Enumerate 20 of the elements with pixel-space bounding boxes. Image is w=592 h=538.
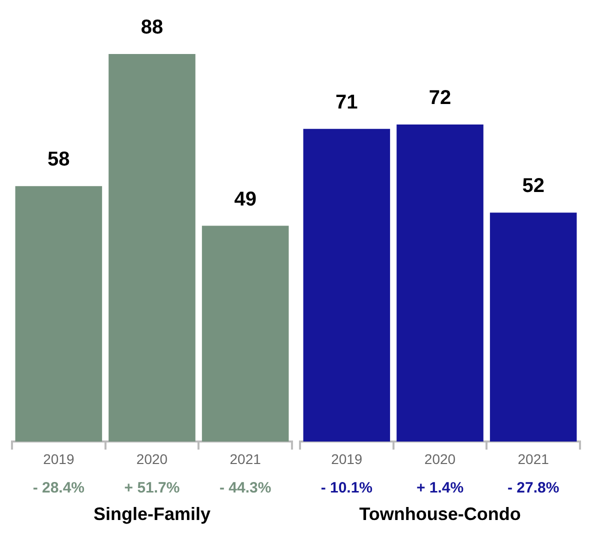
data-label: 71: [336, 91, 358, 114]
x-tick-label: 2019: [43, 450, 74, 467]
x-tick-label: 2021: [518, 450, 550, 467]
text: + 51.7%: [124, 480, 180, 497]
data-label: 88: [140, 16, 164, 39]
x-tick-label: 2020: [136, 450, 168, 467]
x-axis-title: Single-Family: [93, 504, 211, 524]
x-axis-title: Townhouse-Condo: [359, 504, 521, 524]
data-label: 72: [428, 86, 452, 109]
text: + 1.4%: [416, 480, 464, 497]
text: - 44.3%: [219, 480, 272, 497]
x-tick-label: 2020: [424, 450, 456, 467]
x-tick-label: 2019: [331, 450, 362, 467]
x-tick-label: 2021: [230, 450, 262, 467]
data-label: 58: [48, 148, 70, 171]
data-label: 52: [522, 175, 544, 198]
data-label: 49: [234, 188, 256, 210]
text: - 28.4%: [32, 480, 85, 497]
text: - 27.8%: [507, 480, 560, 497]
text: - 10.1%: [320, 480, 373, 497]
